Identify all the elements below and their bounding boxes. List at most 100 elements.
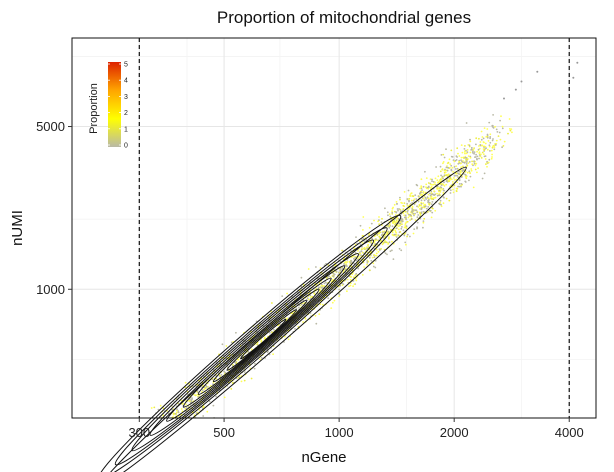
data-point bbox=[458, 155, 461, 157]
data-point bbox=[373, 241, 376, 244]
data-point bbox=[460, 156, 463, 159]
data-point bbox=[472, 148, 475, 151]
data-point bbox=[475, 162, 478, 165]
data-point bbox=[351, 256, 353, 259]
data-point bbox=[415, 183, 418, 186]
data-point bbox=[428, 197, 430, 200]
data-point bbox=[396, 220, 398, 223]
data-point bbox=[448, 199, 451, 202]
data-point bbox=[476, 155, 479, 158]
data-point bbox=[333, 299, 336, 302]
data-point bbox=[399, 221, 402, 224]
data-point bbox=[215, 395, 218, 398]
data-point bbox=[469, 140, 472, 143]
data-point bbox=[450, 169, 453, 172]
data-point bbox=[432, 193, 435, 196]
data-point bbox=[420, 202, 423, 205]
data-point bbox=[468, 161, 471, 163]
data-point bbox=[367, 244, 369, 247]
data-point bbox=[502, 145, 505, 147]
data-point bbox=[393, 233, 396, 236]
data-point bbox=[366, 263, 368, 266]
data-point bbox=[422, 220, 425, 223]
data-point bbox=[482, 137, 485, 140]
data-point bbox=[446, 165, 448, 167]
data-point bbox=[375, 254, 378, 257]
data-point bbox=[374, 266, 377, 269]
data-point bbox=[471, 151, 474, 154]
data-point bbox=[421, 189, 423, 192]
data-point bbox=[300, 303, 303, 306]
data-point bbox=[397, 209, 399, 212]
data-point bbox=[440, 205, 443, 208]
data-point bbox=[488, 158, 491, 161]
data-point bbox=[442, 161, 445, 163]
data-point bbox=[438, 194, 441, 197]
data-point bbox=[458, 160, 460, 163]
data-point bbox=[205, 385, 208, 388]
data-point bbox=[387, 230, 390, 233]
data-point bbox=[434, 177, 437, 180]
data-point bbox=[404, 214, 407, 217]
data-point bbox=[449, 177, 451, 180]
data-point bbox=[442, 202, 445, 205]
legend-colorbar bbox=[108, 62, 121, 147]
data-point bbox=[384, 252, 387, 255]
data-point bbox=[472, 150, 474, 153]
data-point bbox=[414, 194, 417, 197]
data-point bbox=[457, 162, 460, 165]
data-point bbox=[468, 170, 471, 173]
data-point bbox=[403, 202, 406, 205]
data-point bbox=[379, 249, 381, 251]
data-point bbox=[271, 302, 273, 304]
data-point bbox=[406, 212, 409, 215]
data-point bbox=[422, 185, 425, 188]
data-point bbox=[353, 283, 356, 285]
data-point bbox=[473, 160, 475, 163]
data-point bbox=[418, 208, 421, 210]
data-point bbox=[395, 201, 398, 203]
data-point bbox=[208, 400, 211, 403]
data-point bbox=[411, 195, 414, 197]
data-point bbox=[422, 202, 425, 205]
data-point bbox=[402, 204, 405, 207]
data-point bbox=[430, 216, 433, 219]
data-point bbox=[325, 281, 327, 284]
data-point bbox=[350, 276, 353, 278]
data-point bbox=[410, 211, 413, 213]
data-point bbox=[429, 209, 432, 212]
data-point bbox=[404, 224, 407, 226]
data-point bbox=[458, 173, 461, 176]
data-point bbox=[430, 193, 433, 196]
y-tick-label: 1000 bbox=[36, 282, 65, 297]
data-point bbox=[520, 80, 523, 83]
data-point bbox=[189, 401, 192, 404]
data-point bbox=[456, 181, 459, 184]
data-point bbox=[440, 203, 442, 206]
data-point bbox=[431, 211, 434, 214]
data-point bbox=[287, 338, 290, 341]
data-point bbox=[495, 139, 498, 142]
data-point bbox=[427, 182, 430, 184]
data-point bbox=[294, 328, 296, 330]
data-point bbox=[198, 409, 201, 411]
data-point bbox=[407, 216, 410, 219]
data-point bbox=[424, 203, 426, 206]
data-point bbox=[420, 178, 423, 181]
data-point bbox=[483, 155, 486, 158]
data-point bbox=[432, 197, 435, 200]
data-point bbox=[349, 262, 352, 265]
data-point bbox=[221, 343, 224, 346]
data-point bbox=[420, 185, 423, 188]
data-point bbox=[477, 167, 479, 170]
data-point bbox=[465, 163, 468, 165]
data-point bbox=[480, 138, 483, 141]
data-point bbox=[492, 138, 494, 140]
data-point bbox=[401, 220, 404, 223]
data-point bbox=[434, 181, 436, 184]
data-point bbox=[322, 303, 324, 306]
data-point bbox=[391, 231, 394, 234]
data-point bbox=[260, 339, 263, 342]
data-point bbox=[394, 221, 397, 224]
data-point bbox=[345, 267, 347, 270]
